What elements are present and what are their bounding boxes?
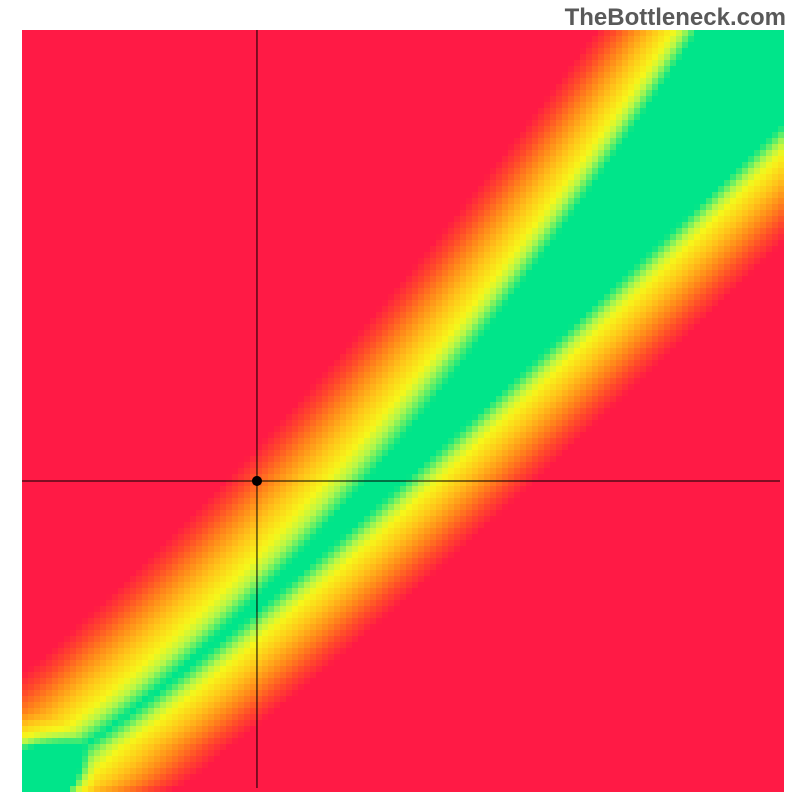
bottleneck-heatmap (0, 0, 800, 800)
watermark-text: TheBottleneck.com (565, 4, 786, 32)
chart-container: TheBottleneck.com (0, 0, 800, 800)
